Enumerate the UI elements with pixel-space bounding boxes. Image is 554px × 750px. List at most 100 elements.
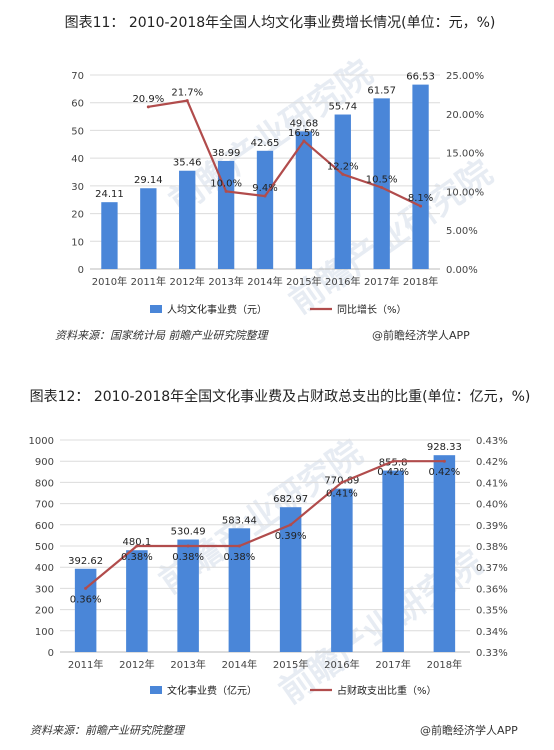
y-right-tick-label: 0.43% [476, 436, 508, 447]
x-tick-label: 2011年 [68, 658, 103, 671]
line-point [442, 459, 446, 463]
line-value-label: 16.5% [288, 128, 320, 139]
y-right-tick-label: 15.00% [446, 149, 484, 160]
line-series [84, 460, 445, 590]
y-right-tick-label: 0.37% [476, 563, 508, 574]
chart-2: 0 100 200 300 400 500 600 700 800 900 1000 0.33% 0.3… [29, 436, 508, 697]
legend-line-label: 同比增长（%） [337, 303, 407, 316]
legend-line-label: 占财政支出比重（%） [337, 684, 437, 697]
bar-value-label: 38.99 [212, 148, 241, 159]
bar-value-label: 392.62 [68, 556, 103, 567]
line-point [341, 172, 345, 176]
bar [217, 160, 235, 269]
x-tick-label: 2011年 [131, 275, 166, 288]
line-value-label: 10.0% [210, 178, 242, 189]
y-left-tick-label: 0 [78, 265, 84, 276]
bar [179, 170, 196, 269]
x-tick-label: 2014年 [247, 275, 282, 288]
legend-bar-label: 文化事业费（亿元） [167, 684, 257, 697]
y-left-tick-label: 700 [35, 500, 54, 511]
line-value-label: 0.38% [172, 552, 204, 563]
bar [373, 98, 390, 269]
x-tick-label: 2012年 [119, 658, 154, 671]
line-value-label: 20.9% [132, 94, 164, 105]
y-left-tick-label: 0 [48, 648, 54, 659]
line-point [380, 186, 384, 190]
line-value-label: 0.42% [428, 467, 460, 478]
line-value-label: 21.7% [171, 88, 203, 99]
x-tick-label: 2013年 [208, 275, 243, 288]
y-left-tick-label: 50 [71, 126, 84, 137]
legend-bar-swatch [150, 305, 162, 313]
figure-1-brand: @前瞻经济学人APP [372, 329, 470, 342]
bar [74, 568, 97, 652]
y-right-tick-label: 10.00% [446, 187, 484, 198]
chart-1: 0 10 20 30 40 50 60 70 0.00% 5.00% 10.00% 15.00% 20.… [71, 71, 484, 316]
y-right-tick-label: 0.40% [476, 500, 508, 511]
x-tick-label: 2015年 [273, 658, 308, 671]
figure-2-title: 图表12： 2010-2018年全国文化事业费及占财政总支出的比重(单位：亿元，… [29, 389, 531, 405]
y-left-tick-label: 600 [35, 521, 54, 532]
y-right-tick-label: 0.42% [476, 457, 508, 468]
line-point [419, 204, 423, 208]
x-tick-label: 2012年 [169, 275, 204, 288]
bar [433, 455, 456, 652]
x-tick-label: 2017年 [364, 275, 399, 288]
y-left-tick-label: 900 [35, 457, 54, 468]
bar [412, 84, 429, 270]
y-left-tick-label: 60 [71, 99, 84, 110]
y-left-tick-label: 200 [35, 606, 54, 617]
legend-bar-label: 人均文化事业费（元） [167, 303, 267, 316]
y-right-tick-label: 20.00% [446, 110, 484, 121]
line-point [263, 194, 267, 198]
bar-value-label: 530.49 [171, 527, 206, 538]
figure-1: 图表11： 2010-2018年全国人均文化事业费增长情况(单位：元，%) 前瞻… [0, 0, 554, 370]
y-right-tick-label: 25.00% [446, 71, 484, 82]
figure-2-source: 资料来源：前瞻产业研究院整理 [30, 724, 184, 737]
bar-value-label: 928.33 [427, 442, 462, 453]
line-value-label: 0.42% [377, 467, 409, 478]
line-value-label: 12.2% [327, 161, 359, 172]
legend-bar-swatch [150, 686, 162, 694]
bar [126, 550, 148, 652]
line-value-label: 0.39% [275, 531, 307, 542]
bar-value-label: 49.68 [290, 118, 319, 129]
x-tick-label: 2016年 [324, 658, 359, 671]
y-right-tick-label: 0.34% [476, 627, 508, 638]
line-value-label: 0.38% [223, 552, 255, 563]
bar [140, 188, 157, 269]
y-right-tick-label: 0.38% [476, 542, 508, 553]
line-point [186, 544, 190, 548]
x-tick-label: 2015年 [286, 275, 321, 288]
line-series [148, 99, 422, 208]
y-right-tick-label: 0.33% [476, 648, 508, 659]
figure-2-brand: @前瞻经济学人APP [420, 724, 518, 737]
line-value-label: 0.38% [121, 552, 153, 563]
line-point [237, 544, 241, 548]
y-right-tick-label: 5.00% [446, 226, 478, 237]
bar-value-label: 61.57 [367, 85, 396, 96]
figure-2: 图表12： 2010-2018年全国文化事业费及占财政总支出的比重(单位：亿元，… [0, 370, 554, 750]
bar [177, 539, 199, 652]
x-tick-label: 2018年 [427, 658, 462, 671]
bar-value-label: 24.11 [95, 189, 124, 200]
line-value-label: 9.4% [252, 183, 277, 194]
line-value-label: 0.36% [70, 594, 102, 605]
y-right-tick-label: 0.35% [476, 606, 508, 617]
bar [295, 131, 313, 269]
line-point [135, 544, 139, 548]
line-point [185, 99, 189, 103]
x-tick-label: 2010年 [92, 275, 127, 288]
bar-value-label: 682.97 [273, 494, 308, 505]
x-tick-label: 2018年 [403, 275, 438, 288]
y-left-tick-label: 40 [71, 154, 84, 165]
line-point [289, 523, 293, 527]
y-right-tick-label: 0.41% [476, 478, 508, 489]
y-right-tick-label: 0.00% [446, 265, 478, 276]
bar-value-label: 855.8 [379, 458, 408, 469]
y-left-tick-label: 800 [35, 478, 54, 489]
y-left-tick-label: 10 [71, 237, 84, 248]
y-left-tick-label: 100 [35, 627, 54, 638]
y-left-tick-label: 70 [71, 71, 84, 82]
line-point [146, 105, 150, 109]
